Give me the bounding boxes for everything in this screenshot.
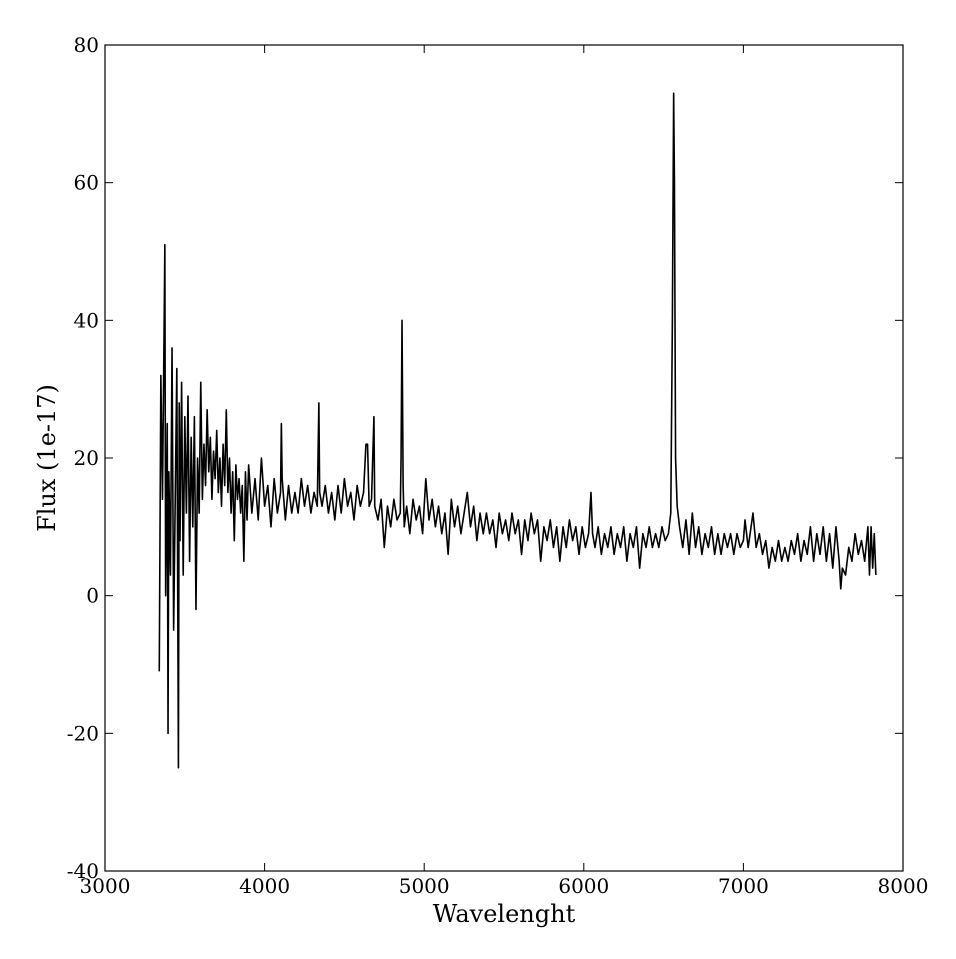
- plot-frame: [104, 44, 904, 872]
- y-tick-label: 20: [74, 446, 99, 470]
- y-tick-label: -20: [67, 721, 99, 745]
- y-axis-label: Flux (1e-17): [33, 384, 61, 532]
- y-tick-label: -40: [67, 859, 99, 883]
- x-tick-label: 8000: [878, 874, 929, 898]
- y-tick-label: 0: [86, 584, 99, 608]
- x-tick-label: 4000: [239, 874, 290, 898]
- x-tick-label: 5000: [399, 874, 450, 898]
- x-tick-label: 3000: [80, 874, 131, 898]
- y-tick-label: 80: [74, 33, 99, 57]
- spectrum-line: [158, 92, 877, 769]
- x-tick-label: 6000: [558, 874, 609, 898]
- x-tick-label: 7000: [718, 874, 769, 898]
- x-axis-label: Wavelenght: [433, 900, 576, 928]
- y-tick-label: 60: [74, 171, 99, 195]
- y-tick-label: 40: [74, 308, 99, 332]
